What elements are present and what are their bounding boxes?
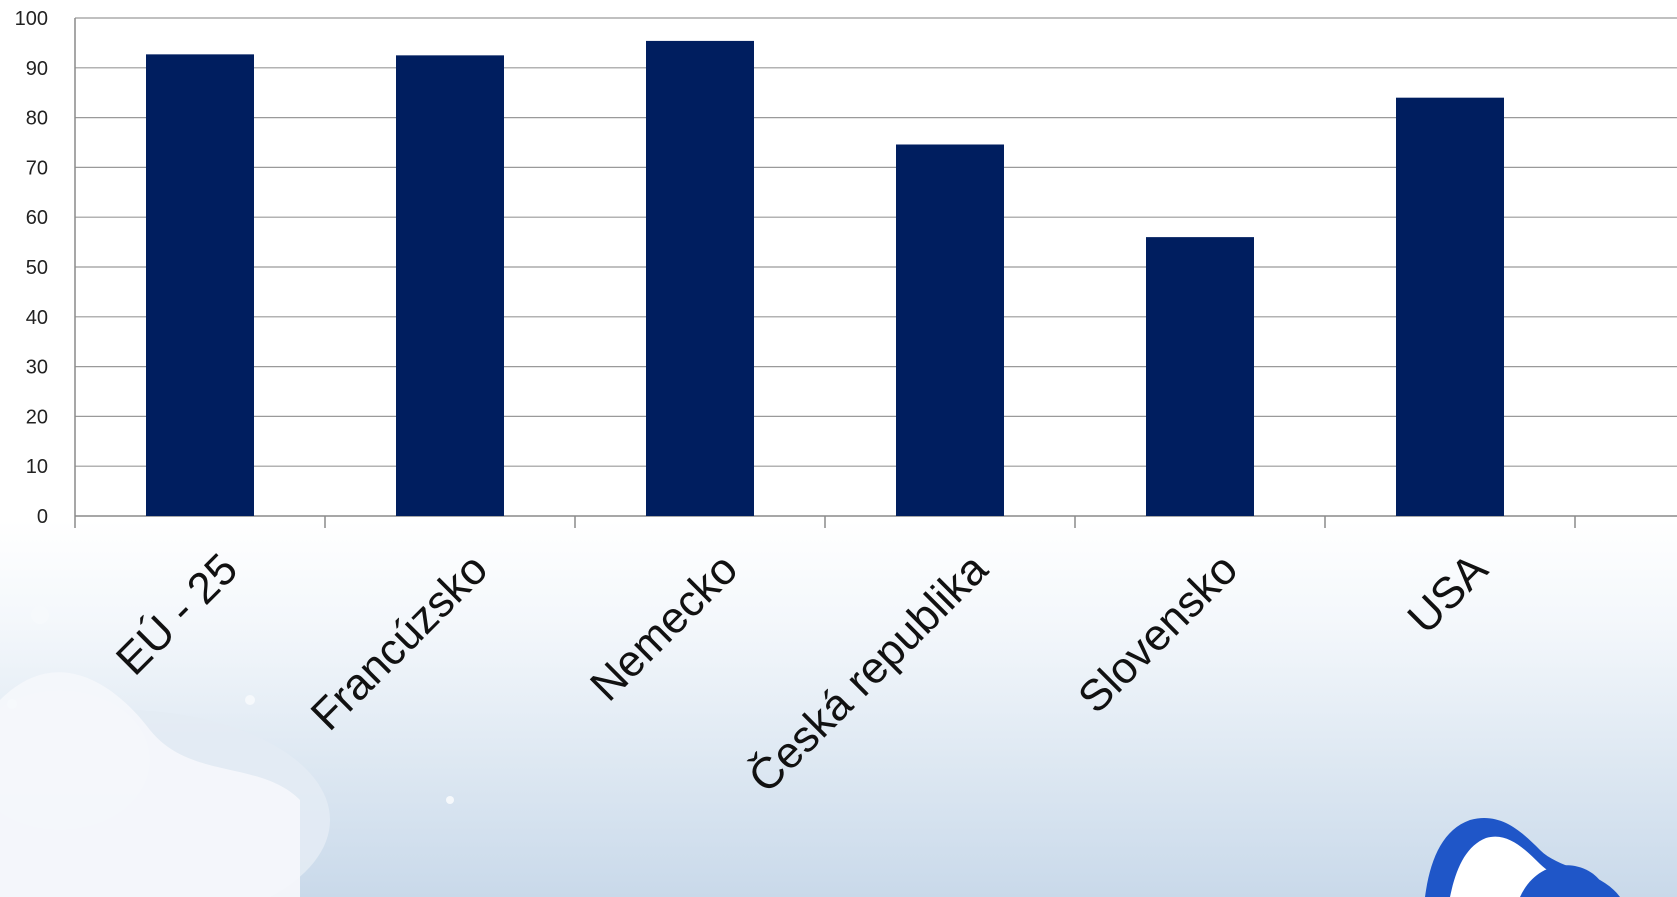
y-tick-label: 50 [26, 257, 48, 279]
x-category-label: Slovensko [1069, 544, 1247, 722]
milk-splash-decoration [0, 606, 454, 897]
bar [1396, 97, 1504, 517]
y-tick-label: 60 [26, 207, 48, 229]
y-tick-label: 0 [37, 506, 48, 528]
x-category-label: EÚ - 25 [107, 544, 247, 684]
x-category-label: Česká republika [739, 543, 998, 802]
y-tick-label: 90 [26, 58, 48, 80]
bar [896, 144, 1004, 516]
brand-logo [1425, 818, 1620, 897]
x-category-label: Nemecko [581, 544, 747, 710]
bar [146, 54, 254, 516]
y-tick-label: 40 [26, 307, 48, 329]
x-category-label: Francúzsko [302, 544, 497, 739]
y-tick-label: 70 [26, 157, 48, 179]
y-tick-label: 80 [26, 108, 48, 130]
y-tick-label: 10 [26, 456, 48, 478]
y-axis-tick-labels: 0 10 20 30 40 50 60 70 80 90 100 [15, 8, 48, 528]
bars [146, 40, 1504, 517]
bar [1146, 237, 1254, 516]
x-category-label: USA [1398, 544, 1497, 643]
y-tick-label: 100 [15, 8, 48, 30]
bar [396, 55, 504, 516]
y-tick-label: 20 [26, 406, 48, 428]
bar [646, 40, 754, 517]
y-tick-label: 30 [26, 357, 48, 379]
